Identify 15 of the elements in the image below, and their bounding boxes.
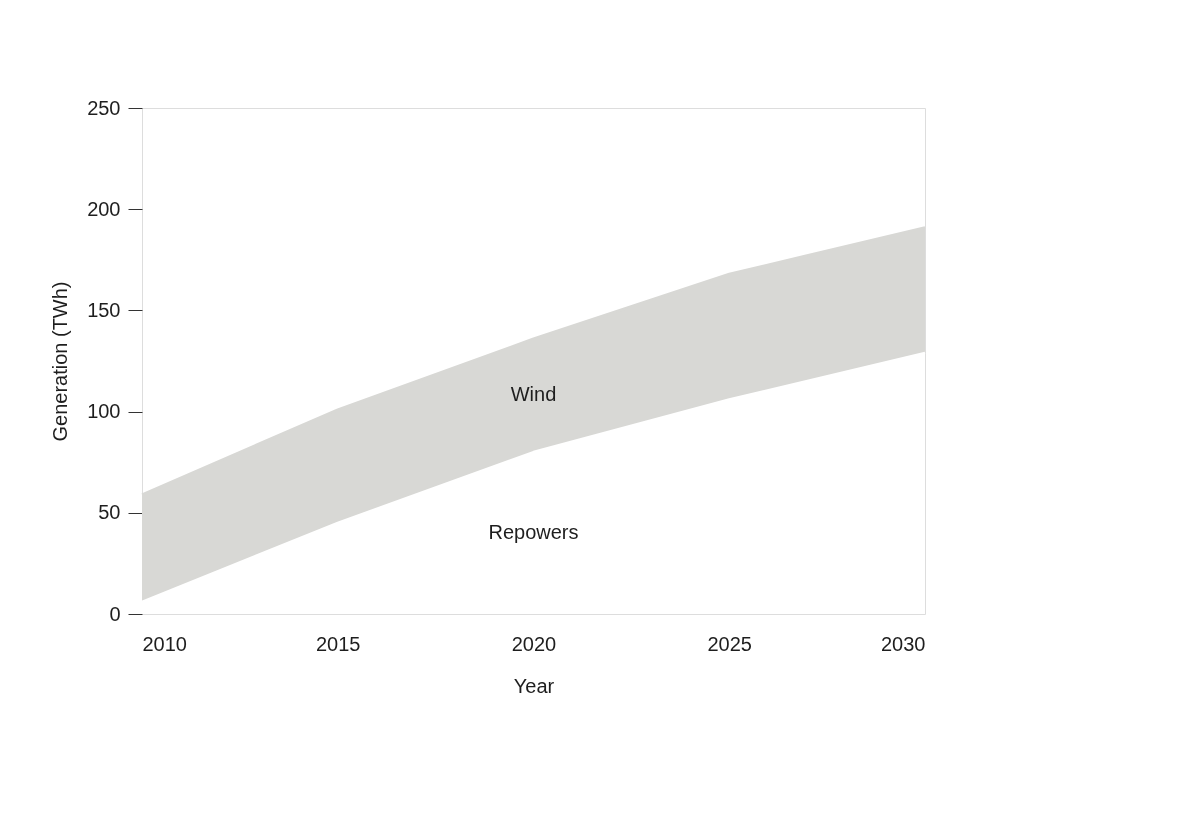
x-tick-label: 2025 [707, 632, 752, 655]
x-axis-title: Year [513, 674, 555, 697]
x-tick-label: 2020 [511, 632, 557, 655]
x-tick-label: 2030 [881, 632, 926, 655]
y-tick-label: 150 [87, 298, 121, 321]
y-axis-title: Generation (TWh) [49, 281, 72, 442]
series-label: Wind [510, 383, 557, 406]
y-tick-label: 250 [87, 96, 121, 119]
y-tick-label: 200 [87, 197, 121, 220]
x-tick-label: 2010 [142, 632, 187, 655]
series-label: Repowers [488, 521, 579, 544]
y-tick-label: 100 [87, 400, 121, 423]
x-tick-label: 2015 [316, 632, 361, 655]
y-tick-label: 0 [109, 602, 121, 625]
y-tick-label: 50 [98, 501, 121, 524]
